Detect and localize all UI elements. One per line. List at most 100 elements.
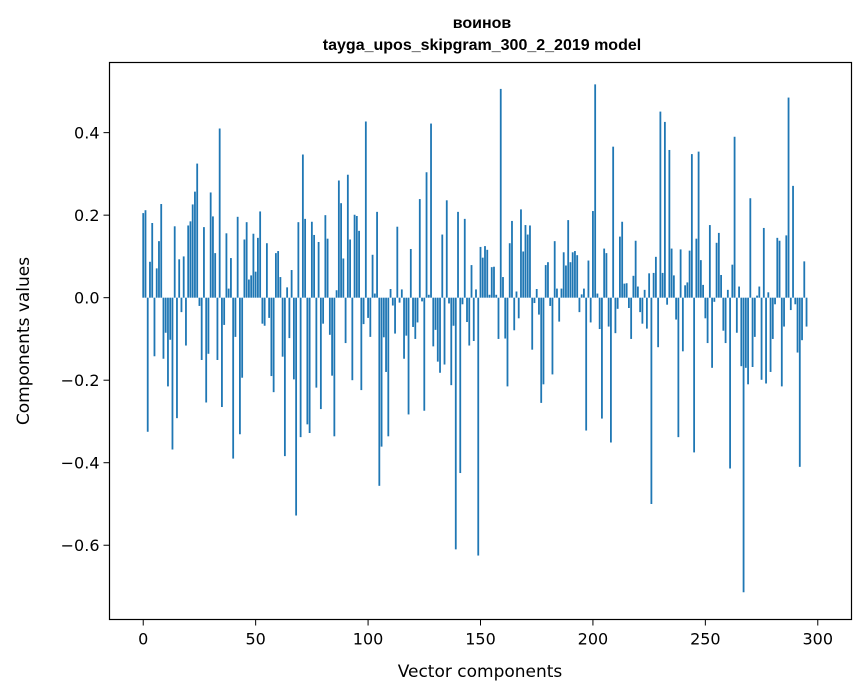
bar-190 (569, 262, 572, 298)
bar-214 (623, 283, 626, 298)
bar-22 (191, 204, 194, 298)
bar-37 (225, 233, 228, 298)
bar-128 (430, 123, 432, 298)
bar-262 (731, 264, 734, 298)
bar-101 (369, 297, 372, 337)
bar-234 (668, 149, 671, 298)
bar-208 (610, 297, 612, 443)
bar-241 (684, 285, 687, 298)
bar-20 (187, 225, 190, 298)
bar-36 (223, 297, 226, 325)
y-tick-label: −0.6 (61, 536, 100, 555)
bar-26 (200, 297, 203, 360)
bar-286 (785, 235, 788, 298)
bar-39 (230, 258, 232, 298)
y-tick-label: −0.4 (61, 454, 100, 473)
bar-18 (182, 256, 185, 298)
bar-245 (693, 297, 696, 453)
bar-158 (497, 297, 500, 339)
bar-275 (760, 297, 763, 380)
bar-226 (650, 297, 653, 504)
bar-176 (538, 297, 540, 315)
bar-81 (324, 215, 327, 298)
bar-127 (427, 294, 430, 298)
bar-121 (414, 297, 417, 339)
bar-246 (695, 238, 698, 298)
bar-236 (672, 275, 675, 298)
bar-89 (342, 258, 345, 298)
bar-202 (596, 293, 599, 298)
bar-108 (385, 297, 387, 372)
bar-70 (299, 297, 302, 438)
bar-125 (423, 297, 426, 411)
bar-217 (630, 297, 633, 339)
bar-186 (560, 288, 563, 298)
bar-204 (601, 297, 603, 419)
bar-49 (252, 233, 255, 298)
bar-66 (290, 270, 293, 298)
bar-120 (412, 297, 414, 327)
bar-257 (720, 274, 722, 298)
bar-209 (612, 146, 615, 298)
x-tick-label: 50 (245, 630, 265, 649)
bar-288 (789, 297, 792, 311)
chart-title: воинов (453, 15, 512, 32)
bar-56 (268, 297, 271, 318)
bar-229 (657, 297, 660, 348)
bar-91 (346, 174, 349, 298)
bar-248 (699, 260, 702, 298)
bar-88 (340, 203, 342, 298)
bar-260 (726, 289, 729, 298)
bar-254 (713, 297, 716, 302)
bar-148 (475, 289, 477, 298)
bar-79 (319, 297, 322, 410)
bar-0 (142, 213, 145, 298)
bar-149 (477, 297, 480, 556)
bar-285 (783, 297, 785, 327)
bar-290 (794, 297, 797, 305)
bar-221 (639, 297, 642, 313)
bar-182 (551, 297, 554, 375)
bar-124 (421, 297, 423, 302)
bar-115 (400, 289, 403, 298)
bar-51 (257, 237, 259, 298)
bar-21 (189, 221, 192, 298)
bar-280 (771, 297, 774, 339)
bar-100 (367, 297, 369, 318)
bar-7 (158, 241, 160, 298)
bar-103 (373, 293, 376, 298)
bar-171 (526, 234, 529, 298)
bar-265 (738, 286, 740, 298)
bar-5 (153, 297, 156, 357)
bar-116 (403, 297, 405, 359)
bar-138 (452, 297, 455, 326)
bar-3 (149, 261, 151, 298)
bar-178 (542, 297, 545, 385)
bar-24 (196, 163, 199, 298)
bar-283 (778, 240, 781, 298)
bar-291 (796, 297, 799, 353)
bar-284 (780, 297, 783, 387)
bar-250 (704, 297, 707, 319)
bar-77 (315, 297, 318, 388)
bar-235 (670, 248, 673, 298)
bar-142 (461, 297, 464, 305)
bar-78 (317, 241, 320, 298)
bar-159 (499, 88, 502, 298)
bar-164 (511, 220, 513, 298)
bar-104 (376, 211, 378, 298)
bar-117 (405, 297, 408, 336)
y-tick-label: 0.0 (74, 289, 99, 308)
bar-4 (151, 223, 154, 298)
bar-163 (508, 243, 511, 298)
bar-80 (322, 297, 325, 324)
bar-132 (439, 297, 441, 373)
bar-27 (203, 227, 205, 298)
bar-109 (387, 297, 390, 437)
bar-230 (659, 111, 662, 298)
bar-200 (592, 211, 594, 298)
bar-29 (207, 297, 210, 354)
bar-65 (288, 297, 291, 339)
bar-99 (364, 121, 367, 298)
